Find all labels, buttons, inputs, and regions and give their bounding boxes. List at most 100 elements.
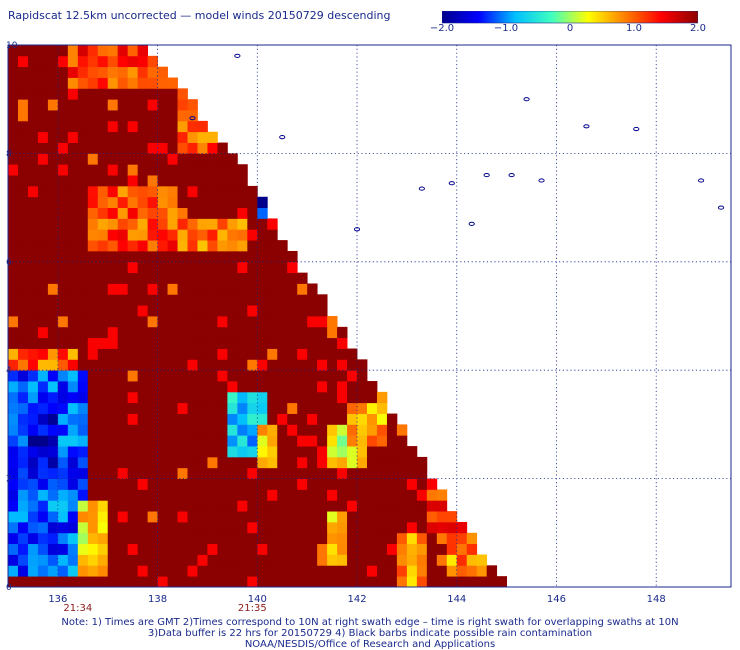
data-cell	[367, 576, 378, 588]
data-cell	[87, 207, 99, 219]
data-cell	[27, 391, 39, 404]
data-cell	[127, 218, 139, 230]
data-cell	[37, 402, 49, 414]
data-cell	[107, 511, 119, 523]
data-cell	[17, 532, 29, 545]
data-cell	[27, 45, 39, 57]
data-cell	[396, 543, 408, 555]
data-cell	[67, 500, 79, 512]
data-cell	[327, 554, 338, 566]
data-cell	[227, 218, 238, 230]
data-cell	[177, 478, 188, 490]
data-cell	[247, 218, 258, 230]
data-cell	[187, 131, 198, 143]
data-cell	[67, 55, 79, 68]
data-cell	[327, 435, 338, 447]
data-cell	[87, 218, 99, 230]
data-cell	[37, 316, 49, 328]
data-cell	[67, 326, 79, 339]
data-cell	[8, 554, 19, 566]
data-cell	[57, 240, 69, 252]
data-cell	[67, 381, 79, 393]
data-cell	[386, 467, 398, 479]
data-cell	[37, 348, 49, 360]
data-cell	[47, 88, 59, 100]
data-cell	[37, 511, 49, 523]
data-cell	[147, 316, 158, 328]
data-cell	[97, 500, 109, 512]
data-cell	[217, 348, 228, 360]
data-cell	[57, 370, 69, 382]
data-cell	[217, 521, 228, 534]
data-cell	[187, 196, 198, 208]
data-cell	[466, 565, 478, 577]
data-cell	[376, 456, 388, 469]
data-cell	[97, 294, 109, 306]
data-cell	[376, 478, 388, 490]
data-cell	[257, 446, 268, 458]
island-outline	[483, 172, 490, 178]
data-cell	[47, 207, 59, 219]
data-cell	[27, 283, 39, 295]
data-cell	[297, 521, 308, 534]
data-cell	[436, 489, 448, 501]
data-cell	[287, 391, 298, 404]
data-cell	[117, 576, 129, 588]
data-cell	[486, 565, 498, 577]
data-cell	[217, 511, 228, 523]
data-cell	[67, 153, 79, 165]
data-cell	[77, 521, 89, 534]
data-cell	[237, 207, 248, 219]
data-cell	[147, 218, 158, 230]
data-cell	[157, 240, 168, 252]
data-cell	[147, 565, 158, 577]
data-cell	[127, 532, 139, 545]
data-cell	[187, 456, 198, 469]
data-cell	[147, 391, 158, 404]
data-cell	[57, 66, 69, 78]
data-cell	[57, 153, 69, 165]
data-cell	[127, 153, 139, 165]
data-cell	[456, 565, 468, 577]
data-cell	[307, 478, 318, 490]
data-cell	[187, 554, 198, 566]
data-cell	[297, 500, 308, 512]
data-cell	[77, 391, 89, 404]
data-cell	[217, 532, 228, 545]
data-cell	[177, 532, 188, 545]
data-cell	[107, 370, 119, 382]
data-cell	[347, 511, 358, 523]
data-cell	[247, 554, 258, 566]
data-cell	[277, 370, 288, 382]
data-cell	[167, 500, 178, 512]
data-cell	[197, 424, 208, 436]
data-cell	[337, 370, 348, 382]
data-cell	[327, 326, 338, 339]
data-cell	[327, 370, 338, 382]
data-cell	[187, 359, 198, 371]
data-cell	[277, 489, 288, 501]
data-cell	[297, 348, 308, 360]
data-cell	[247, 370, 258, 382]
data-cell	[227, 543, 238, 555]
data-cell	[87, 532, 99, 545]
data-cell	[17, 110, 29, 122]
data-cell	[187, 142, 198, 154]
data-cell	[376, 402, 388, 414]
data-cell	[97, 316, 109, 328]
data-cell	[157, 489, 168, 501]
data-cell	[157, 381, 168, 393]
data-cell	[57, 99, 69, 111]
data-cell	[27, 489, 39, 501]
data-cell	[17, 446, 29, 458]
data-cell	[386, 511, 398, 523]
data-cell	[87, 55, 99, 68]
data-cell	[47, 500, 59, 512]
data-cell	[67, 478, 79, 490]
data-cell	[406, 500, 418, 512]
data-cell	[127, 456, 139, 469]
data-cell	[207, 261, 218, 274]
data-cell	[167, 196, 178, 208]
data-cell	[157, 511, 168, 523]
data-cell	[57, 532, 69, 545]
